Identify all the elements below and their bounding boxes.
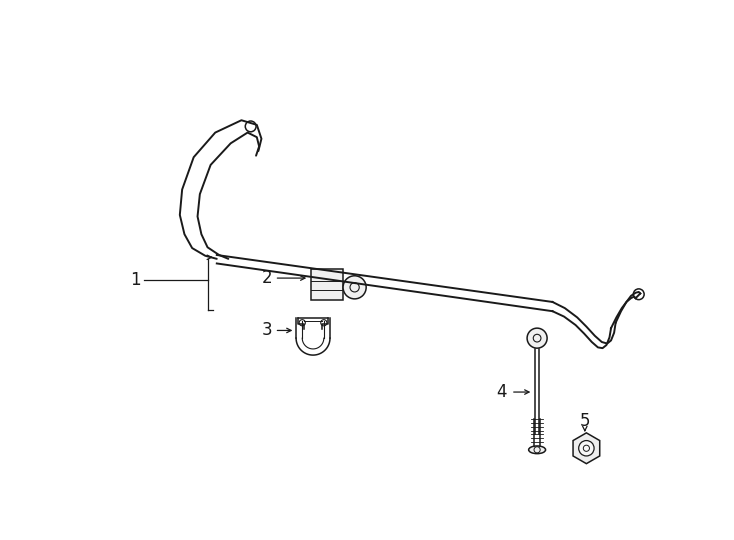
Bar xyxy=(310,269,343,300)
Text: 5: 5 xyxy=(580,411,590,429)
Text: 1: 1 xyxy=(131,272,141,289)
Text: 4: 4 xyxy=(496,383,507,401)
Circle shape xyxy=(578,441,594,456)
Text: 3: 3 xyxy=(261,321,272,340)
Text: 2: 2 xyxy=(261,269,272,287)
Ellipse shape xyxy=(528,446,545,454)
Polygon shape xyxy=(573,433,600,464)
Circle shape xyxy=(343,276,366,299)
Circle shape xyxy=(527,328,547,348)
